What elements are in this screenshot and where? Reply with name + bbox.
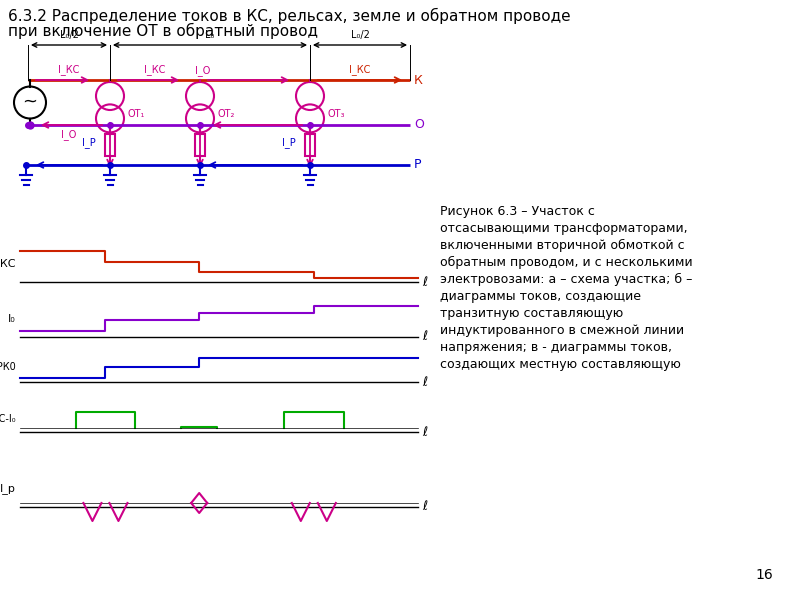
Text: при включение ОТ в обратный провод: при включение ОТ в обратный провод [8,23,318,39]
Text: ℓ: ℓ [422,275,427,289]
Bar [105,134,115,156]
Text: I_О: I_О [195,65,210,76]
Text: 16: 16 [755,568,773,582]
Text: I_р: I_р [0,483,16,494]
Text: I₀: I₀ [8,313,16,323]
Bar [305,134,315,156]
Bar [195,134,205,156]
Text: Рисунок 6.3 – Участок с
отсасывающими трансформаторами,
включенными вторичной об: Рисунок 6.3 – Участок с отсасывающими тр… [440,205,693,371]
Text: L₀/2: L₀/2 [59,30,78,40]
Text: О: О [414,118,424,131]
Text: I_Р: I_Р [282,137,296,148]
Text: ℓ: ℓ [422,376,427,389]
Text: ℓ: ℓ [422,425,427,439]
Text: ℓ: ℓ [422,331,427,343]
Text: I_РК0: I_РК0 [0,362,16,373]
Text: ~: ~ [22,92,38,110]
Text: К: К [414,73,423,86]
Text: ОТ₁: ОТ₁ [127,109,144,119]
Text: ОТ₂: ОТ₂ [217,109,234,119]
Text: I_КС: I_КС [58,64,80,75]
Text: ОТ₃: ОТ₃ [327,109,345,119]
Text: I_Р: I_Р [82,137,96,148]
Text: L₀/2: L₀/2 [350,30,370,40]
Text: I_КС: I_КС [0,258,16,269]
Text: I_О: I_О [62,129,77,140]
Text: ℓ: ℓ [422,500,427,514]
Text: I_КС: I_КС [144,64,166,75]
Text: Р: Р [414,158,422,172]
Text: L₀: L₀ [206,30,214,40]
Text: 6.3.2 Распределение токов в КС, рельсах, земле и обратном проводе: 6.3.2 Распределение токов в КС, рельсах,… [8,8,570,24]
Text: I_КС: I_КС [350,64,370,75]
Text: I_КС-I₀: I_КС-I₀ [0,413,16,424]
